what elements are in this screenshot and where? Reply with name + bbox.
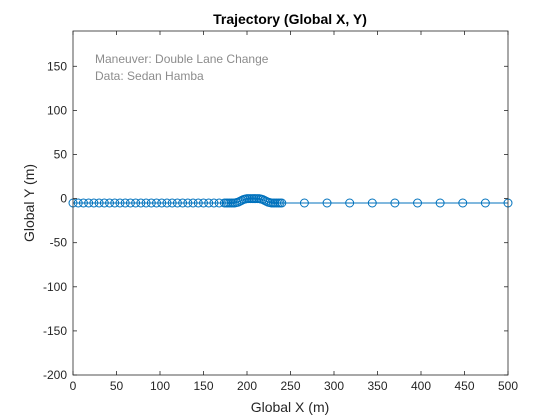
x-tick-label: 500 (498, 379, 518, 393)
y-axis-label: Global Y (m) (21, 164, 37, 242)
x-tick-label: 350 (367, 379, 387, 393)
x-tick-label: 200 (237, 379, 257, 393)
y-tick-label: -50 (50, 236, 68, 250)
x-tick-label: 450 (454, 379, 474, 393)
x-tick-label: 400 (411, 379, 431, 393)
y-tick-label: 50 (54, 147, 68, 161)
y-tick-label: 0 (60, 192, 67, 206)
x-tick-label: 300 (324, 379, 344, 393)
x-axis-label: Global X (m) (251, 399, 330, 415)
annotation-maneuver: Maneuver: Double Lane Change (95, 52, 269, 66)
x-tick-label: 50 (110, 379, 124, 393)
x-tick-label: 250 (280, 379, 300, 393)
x-tick-label: 0 (70, 379, 77, 393)
x-tick-label: 150 (193, 379, 213, 393)
annotation-data-source: Data: Sedan Hamba (95, 69, 204, 83)
y-tick-label: -150 (43, 324, 67, 338)
y-tick-label: 100 (47, 103, 67, 117)
y-tick-label: 150 (47, 59, 67, 73)
chart-title: Trajectory (Global X, Y) (213, 11, 367, 27)
x-tick-label: 100 (150, 379, 170, 393)
y-tick-label: -100 (43, 280, 67, 294)
y-tick-label: -200 (43, 368, 67, 382)
